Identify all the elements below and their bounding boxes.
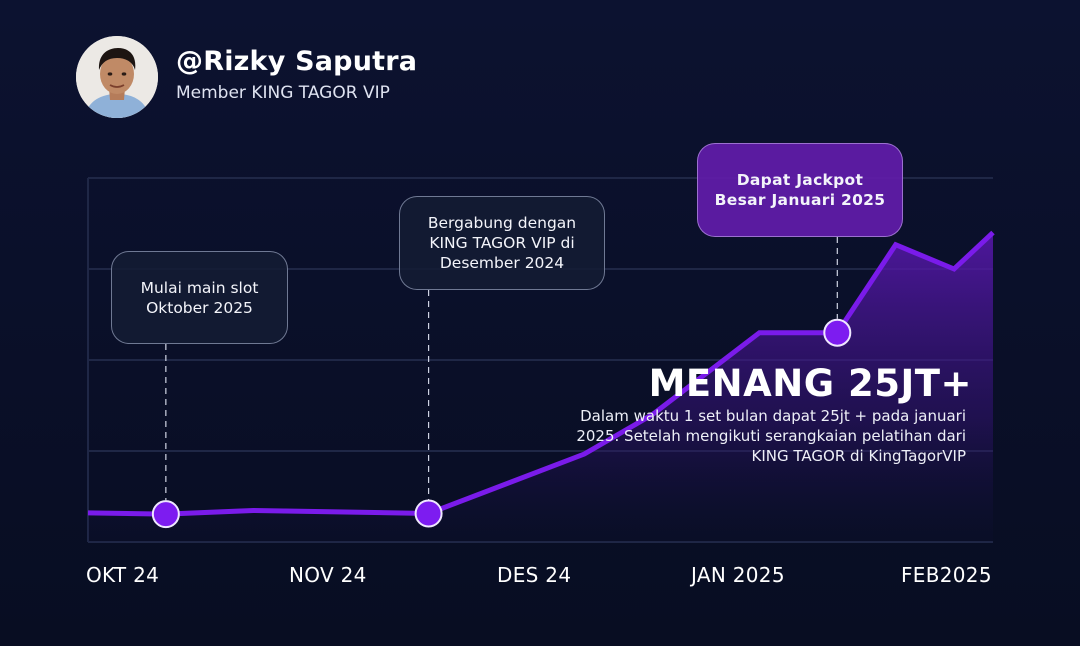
description: Dalam waktu 1 set bulan dapat 25jt + pad… xyxy=(576,407,966,465)
profile-subtitle: Member KING TAGOR VIP xyxy=(176,83,390,103)
profile-handle: @Rizky Saputra xyxy=(176,46,418,77)
data-point-marker xyxy=(414,499,443,528)
avatar-portrait-icon xyxy=(76,36,158,118)
avatar xyxy=(76,36,158,118)
area-fill xyxy=(88,232,993,542)
headline: MENANG 25JT+ xyxy=(648,362,972,405)
annotation-jackpot: Dapat Jackpot Besar Januari 2025 xyxy=(697,143,903,237)
series-line xyxy=(87,230,995,517)
x-tick-label: JAN 2025 xyxy=(691,563,785,587)
x-tick-label: NOV 24 xyxy=(289,563,367,587)
data-point-marker xyxy=(823,318,852,347)
annotation-joined-vip: Bergabung dengan KING TAGOR VIP di Desem… xyxy=(399,196,605,290)
annotation-start-playing: Mulai main slot Oktober 2025 xyxy=(111,251,288,344)
data-point-marker xyxy=(151,500,180,529)
x-tick-label: OKT 24 xyxy=(86,563,160,587)
x-tick-label: FEB2025 xyxy=(901,563,992,587)
x-tick-label: DES 24 xyxy=(497,563,572,587)
